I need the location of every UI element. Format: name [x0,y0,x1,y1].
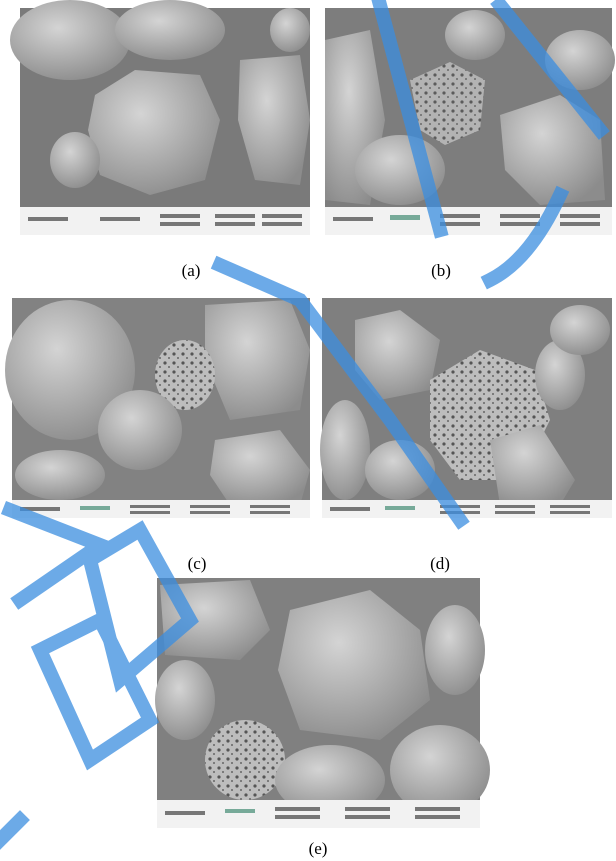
sem-image-b [325,8,615,235]
caption: (d) [430,554,450,573]
sem-image-d [320,298,612,518]
caption: (b) [431,261,451,280]
sem-image-c [5,298,310,518]
caption: (c) [188,554,207,573]
sem-image-a [10,0,310,235]
caption: (a) [182,261,201,280]
caption: (e) [309,839,328,858]
figure: (a) (b) (c) (d) [0,0,616,861]
sem-image-e [155,578,490,828]
